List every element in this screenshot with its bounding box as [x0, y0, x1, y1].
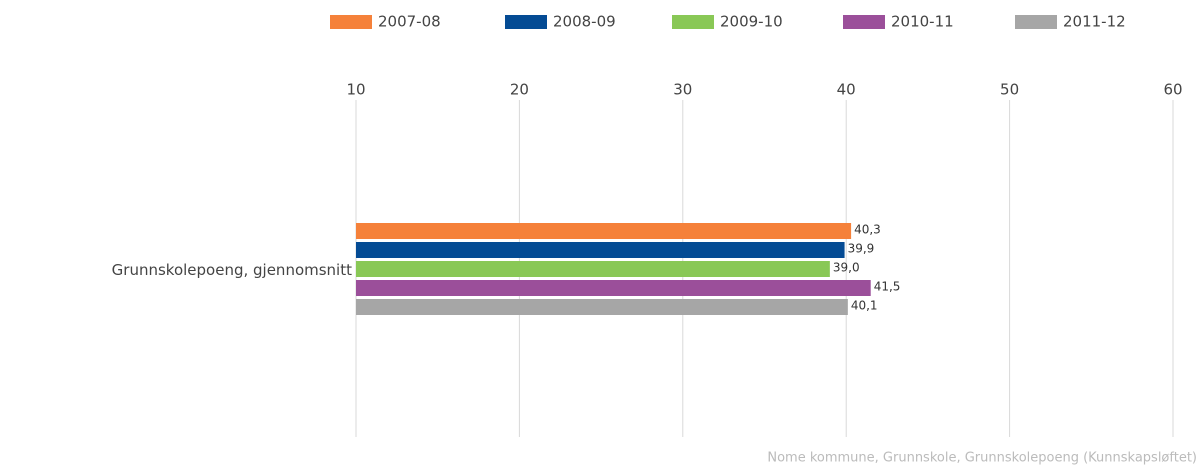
value-label: 39,9	[848, 242, 875, 256]
caption: Nome kommune, Grunnskole, Grunnskolepoen…	[767, 451, 1197, 466]
legend-label: 2007-08	[378, 13, 441, 31]
x-tick-label: 50	[1000, 81, 1019, 99]
value-label: 40,1	[851, 299, 878, 313]
bar	[356, 242, 845, 258]
value-label: 41,5	[874, 280, 901, 294]
legend-swatch	[505, 15, 547, 29]
x-tick-label: 20	[510, 81, 529, 99]
legend-label: 2009-10	[720, 13, 783, 31]
legend-label: 2010-11	[891, 13, 954, 31]
category-label: Grunnskolepoeng, gjennomsnitt	[112, 261, 352, 279]
x-tick-label: 60	[1163, 81, 1182, 99]
bar	[356, 280, 871, 296]
legend-label: 2011-12	[1063, 13, 1126, 31]
legend-swatch	[1015, 15, 1057, 29]
value-label: 40,3	[854, 223, 881, 237]
legend-swatch	[843, 15, 885, 29]
legend-swatch	[672, 15, 714, 29]
x-tick-label: 40	[837, 81, 856, 99]
legend-swatch	[330, 15, 372, 29]
x-tick-label: 30	[673, 81, 692, 99]
value-label: 39,0	[833, 261, 860, 275]
x-tick-label: 10	[346, 81, 365, 99]
bar	[356, 299, 848, 315]
legend-label: 2008-09	[553, 13, 616, 31]
bar	[356, 223, 852, 239]
bar	[356, 261, 830, 277]
